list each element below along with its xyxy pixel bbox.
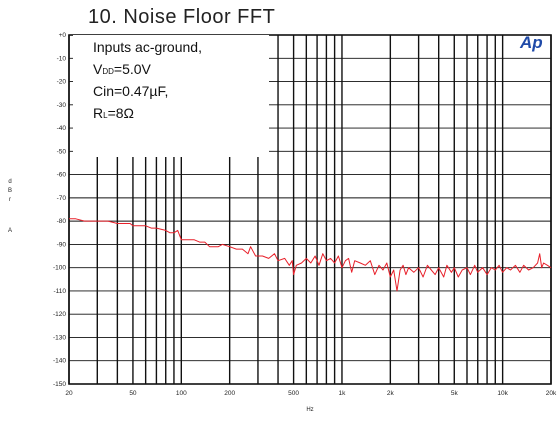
x-tick-label: 2k <box>387 390 395 397</box>
y-tick-label: +0 <box>59 32 67 39</box>
y-axis-label: d B r A <box>6 178 14 236</box>
y-tick-label: -120 <box>53 311 66 318</box>
x-tick-label: 50 <box>129 390 137 397</box>
y-tick-label: -130 <box>53 334 66 341</box>
chart-title: 10. Noise Floor FFT <box>88 6 276 28</box>
y-axis-label-char: A <box>7 228 12 234</box>
x-tick-label: 1k <box>339 390 347 397</box>
y-tick-label: -40 <box>57 125 67 132</box>
x-tick-label: 10k <box>497 390 508 397</box>
y-tick-label: -100 <box>53 265 66 272</box>
x-tick-label: 200 <box>224 390 235 397</box>
ap-logo: Ap <box>520 33 543 52</box>
x-tick-label: 20 <box>65 390 73 397</box>
annotation-line-inputs: Inputs ac-ground, <box>93 39 202 55</box>
annotation-line-cin: Cin=0.47µF, <box>93 83 169 99</box>
y-tick-label: -60 <box>57 172 67 179</box>
x-tick-label: 5k <box>451 390 459 397</box>
x-tick-label: 20k <box>546 390 557 397</box>
y-tick-label: -110 <box>53 288 66 295</box>
y-tick-label: -30 <box>57 102 67 109</box>
x-tick-label: 500 <box>288 390 299 397</box>
y-tick-label: -150 <box>53 381 66 388</box>
y-tick-label: -50 <box>57 148 67 155</box>
y-axis-label-char: d <box>8 179 12 185</box>
y-tick-label: -20 <box>57 79 67 86</box>
annotation-box: Inputs ac-ground, VDD=5.0V Cin=0.47µF, R… <box>73 35 269 157</box>
y-axis-label-char: B <box>7 188 12 194</box>
y-tick-label: -10 <box>57 55 67 62</box>
annotation-line-rl: RL=8Ω <box>93 105 135 121</box>
y-tick-label: -70 <box>57 195 67 202</box>
plot-frame <box>68 34 552 385</box>
series-line <box>69 218 552 292</box>
x-axis-label: Hz <box>306 407 314 413</box>
y-tick-label: -90 <box>57 241 67 248</box>
y-tick-label: -140 <box>53 358 66 365</box>
y-tick-label: -80 <box>57 218 67 225</box>
x-tick-label: 100 <box>176 390 187 397</box>
y-axis-label-char: r <box>9 197 11 203</box>
annotation-line-vdd: VDD=5.0V <box>93 61 151 77</box>
